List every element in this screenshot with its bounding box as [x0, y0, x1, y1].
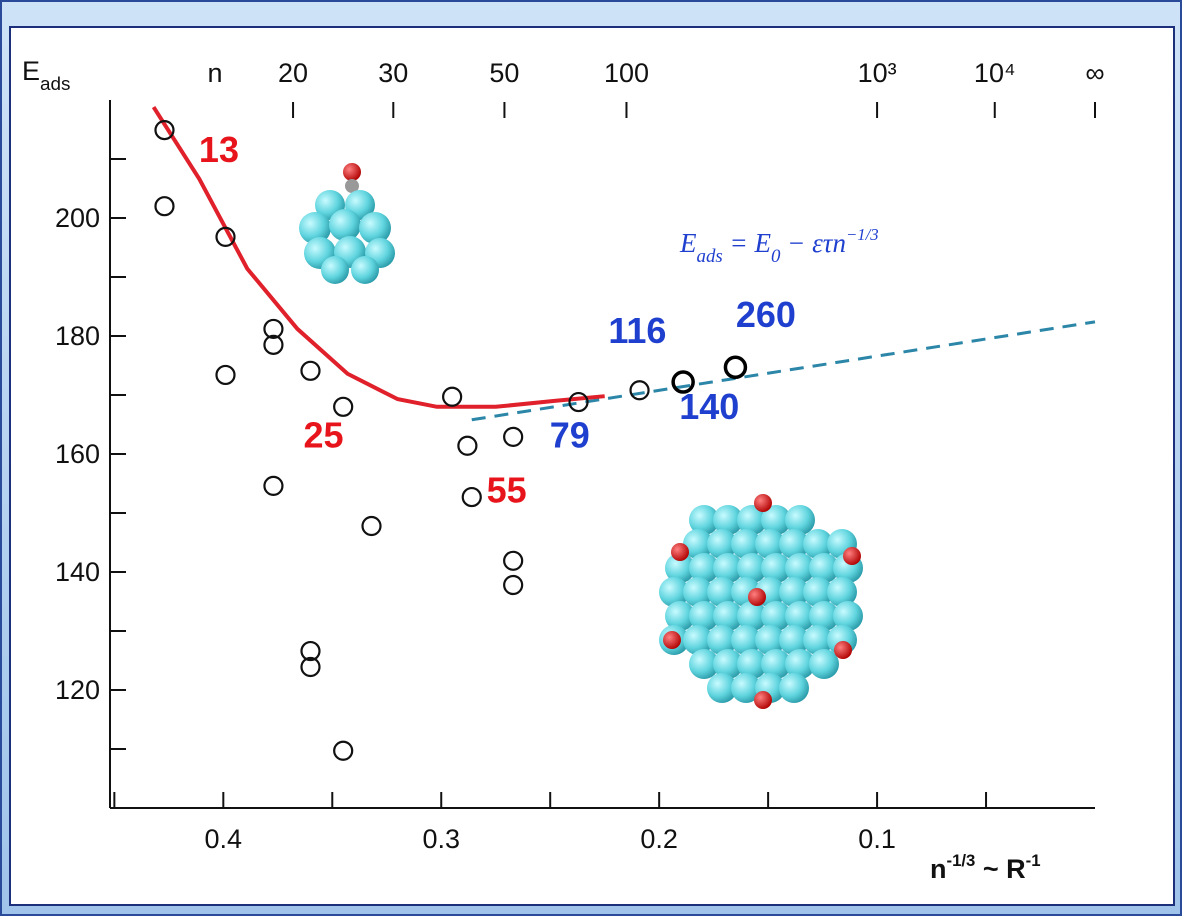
annotation: 79 — [550, 415, 590, 456]
x2-tick-label: ∞ — [1085, 58, 1104, 88]
x-axis-label-part: -1/3 — [947, 851, 976, 870]
data-point — [333, 740, 354, 761]
small-cluster — [299, 163, 395, 284]
x2-tick-label: 10³ — [858, 58, 897, 88]
x-tick-label: 0.1 — [858, 824, 896, 854]
formula-part: −1/3 — [846, 225, 879, 244]
x-tick-label: 0.2 — [640, 824, 678, 854]
data-point — [629, 380, 650, 401]
formula-part: 0 — [771, 246, 781, 267]
large-cluster — [659, 494, 863, 709]
x-axis-label: n-1/3 ~ R-1 — [930, 851, 1041, 884]
data-point — [263, 475, 284, 496]
x2-tick-label: 30 — [378, 58, 408, 88]
data-point — [503, 550, 524, 571]
data-point — [300, 656, 321, 678]
x-axis-label-part: ~ R — [975, 854, 1025, 884]
x2-tick-label: 20 — [278, 58, 308, 88]
formula-part: ads — [697, 246, 723, 267]
data-point — [461, 486, 482, 508]
annotation: 55 — [487, 469, 527, 510]
formula-part: − ετn — [780, 228, 846, 258]
data-point — [263, 334, 284, 355]
data-point — [723, 355, 748, 380]
y-axis-label: Eads — [22, 56, 70, 95]
x2-tick-label: 100 — [604, 58, 649, 88]
x-axis-label-part: -1 — [1026, 851, 1041, 870]
fit-curve — [151, 106, 605, 409]
data-point — [300, 640, 321, 662]
annotation: 260 — [736, 294, 796, 335]
formula-part: E — [679, 228, 697, 258]
data-point — [263, 318, 284, 340]
formula: Eads = E0 − ετn−1/3 — [679, 225, 879, 267]
data-point — [154, 119, 175, 141]
annotation: 13 — [199, 129, 239, 170]
y-tick-label: 160 — [55, 439, 100, 469]
x2-tick-label: 10⁴ — [974, 58, 1016, 88]
trend-line — [471, 320, 1096, 422]
data-point — [215, 364, 236, 386]
data-point — [503, 574, 524, 596]
data-point — [300, 360, 321, 381]
data-point — [361, 515, 382, 537]
data-point — [215, 226, 236, 247]
y-axis-label-part: E — [22, 56, 40, 86]
y-tick-label: 180 — [55, 321, 100, 351]
y-axis-label-part: ads — [40, 74, 70, 95]
data-point — [503, 426, 524, 447]
data-point — [671, 370, 695, 394]
annotation: 116 — [608, 310, 666, 351]
panel — [9, 26, 1175, 906]
x-tick-label: 0.4 — [205, 824, 243, 854]
x2-axis-label: n — [207, 58, 222, 88]
data-point — [457, 435, 478, 456]
x-tick-label: 0.3 — [422, 824, 460, 854]
data-point — [568, 391, 589, 413]
data-point — [442, 386, 463, 407]
formula-part: = E — [723, 228, 772, 258]
data-point — [333, 396, 354, 417]
y-tick-label: 140 — [55, 557, 100, 587]
x-axis-label-part: n — [930, 854, 947, 884]
y-tick-label: 120 — [55, 675, 100, 705]
y-tick-label: 200 — [55, 203, 100, 233]
x2-tick-label: 50 — [489, 58, 519, 88]
annotation: 25 — [304, 415, 344, 456]
annotation: 140 — [679, 386, 739, 427]
data-point — [154, 196, 175, 217]
